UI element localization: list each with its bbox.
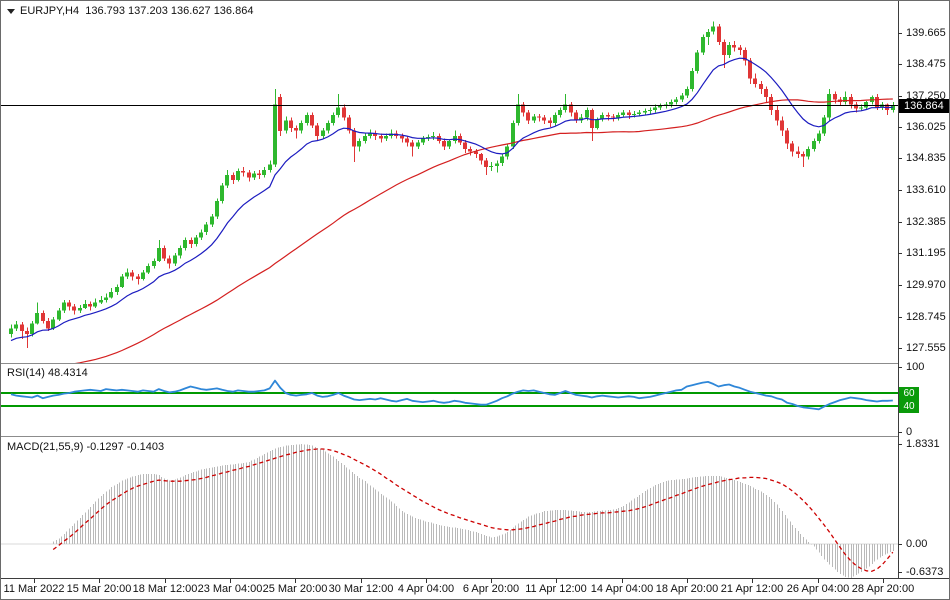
- time-axis-label: 11 Apr 12:00: [525, 583, 587, 595]
- axis-tick: [898, 317, 902, 318]
- time-axis-label: 23 Mar 04:00: [197, 583, 263, 595]
- macd-axis-label: -0.6373: [906, 566, 944, 578]
- axis-tick: [898, 64, 902, 65]
- price-axis-border: [898, 1, 899, 579]
- panel-separator[interactable]: [1, 363, 898, 364]
- axis-tick: [898, 348, 902, 349]
- time-axis-label: 4 Apr 04:00: [397, 583, 455, 595]
- price-axis[interactable]: 136.864 139.665 138.475 137.250 136.025 134.…: [898, 1, 949, 579]
- axis-tick: [898, 285, 902, 286]
- axis-tick: [898, 158, 902, 159]
- price-axis-label: 134.835: [906, 152, 946, 164]
- macd-axis-label: 0.00: [906, 538, 928, 550]
- axis-tick: [898, 432, 902, 433]
- price-axis-label: 139.665: [906, 27, 946, 39]
- rsi-axis-label: 0: [906, 426, 913, 438]
- time-axis-label: 21 Apr 12:00: [720, 583, 784, 595]
- axis-tick: [898, 190, 902, 191]
- time-axis[interactable]: 11 Mar 2022 15 Mar 20:00 18 Mar 12:00 23 Ma…: [1, 579, 949, 599]
- time-axis-tick: [622, 579, 623, 583]
- rsi-level-badge: 40: [899, 400, 919, 413]
- rsi-indicator-label: RSI(14) 48.4314: [7, 367, 88, 379]
- macd-indicator-canvas[interactable]: [1, 438, 898, 578]
- time-axis-tick: [883, 579, 884, 583]
- time-axis-tick: [34, 579, 35, 583]
- price-axis-label: 136.025: [906, 121, 946, 133]
- axis-tick: [898, 444, 902, 445]
- price-axis-label: 138.475: [906, 58, 946, 70]
- time-axis-tick: [426, 579, 427, 583]
- time-axis-label: 11 Mar 2022: [3, 583, 65, 595]
- macd-axis-label: 1.8331: [906, 438, 940, 450]
- time-axis-tick: [687, 579, 688, 583]
- chart-title: EURJPY,H4 136.793 137.203 136.627 136.86…: [7, 5, 253, 17]
- time-axis-tick: [556, 579, 557, 583]
- time-axis-label: 26 Apr 04:00: [786, 583, 850, 595]
- axis-tick: [898, 33, 902, 34]
- time-axis-label: 25 Mar 20:00: [262, 583, 328, 595]
- macd-indicator-label: MACD(21,55,9) -0.1297 -0.1403: [7, 441, 165, 453]
- time-axis-label: 15 Mar 20:00: [66, 583, 132, 595]
- time-axis-tick: [230, 579, 231, 583]
- time-axis-tick: [491, 579, 492, 583]
- symbol-period-label: EURJPY,H4: [20, 5, 80, 17]
- price-axis-label: 133.610: [906, 184, 946, 196]
- time-axis-label: 28 Apr 20:00: [851, 583, 915, 595]
- time-axis-tick: [165, 579, 166, 583]
- time-axis-label: 6 Apr 20:00: [462, 583, 520, 595]
- time-axis-tick: [752, 579, 753, 583]
- current-price-tag: 136.864: [899, 99, 949, 113]
- ohlc-values: 136.793 137.203 136.627 136.864: [85, 5, 254, 17]
- time-axis-tick: [818, 579, 819, 583]
- time-axis-label: 18 Apr 20:00: [655, 583, 719, 595]
- axis-tick: [898, 572, 902, 573]
- time-axis-label: 18 Mar 12:00: [132, 583, 198, 595]
- time-axis-border: [1, 578, 949, 579]
- price-axis-label: 129.970: [906, 279, 946, 291]
- candlestick-chart-canvas[interactable]: [1, 1, 898, 363]
- time-axis-tick: [361, 579, 362, 583]
- price-axis-label: 132.385: [906, 216, 946, 228]
- axis-tick: [898, 544, 902, 545]
- axis-tick: [898, 367, 902, 368]
- axis-tick: [898, 96, 902, 97]
- price-axis-label: 131.195: [906, 247, 946, 259]
- price-axis-label: 128.745: [906, 311, 946, 323]
- rsi-level-badge: 60: [899, 387, 919, 400]
- price-axis-label: 127.555: [906, 342, 946, 354]
- time-axis-label: 14 Apr 04:00: [590, 583, 654, 595]
- panel-separator[interactable]: [1, 436, 898, 437]
- axis-tick: [898, 127, 902, 128]
- time-axis-tick: [295, 579, 296, 583]
- rsi-axis-label: 100: [906, 361, 925, 373]
- symbol-dropdown-icon[interactable]: [7, 9, 15, 14]
- time-axis-label: 30 Mar 12:00: [328, 583, 394, 595]
- axis-tick: [898, 222, 902, 223]
- axis-tick: [898, 253, 902, 254]
- time-axis-tick: [99, 579, 100, 583]
- rsi-indicator-canvas[interactable]: [1, 365, 898, 434]
